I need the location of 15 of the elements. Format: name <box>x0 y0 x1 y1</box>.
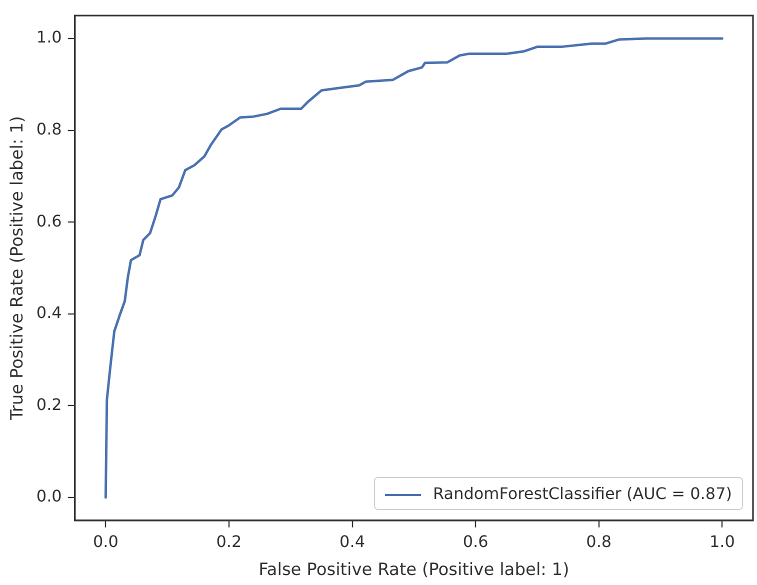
y-tick-label: 0.0 <box>36 486 62 506</box>
y-tick-label: 1.0 <box>36 28 62 47</box>
y-tick-label: 0.4 <box>36 303 62 322</box>
x-tick-label: 0.8 <box>586 532 612 552</box>
y-tick-label: 0.8 <box>36 119 62 138</box>
x-tick-label: 0.2 <box>216 532 242 552</box>
x-tick-label: 1.0 <box>709 532 735 552</box>
y-axis-title: True Positive Rate (Positive label: 1) <box>8 116 28 422</box>
y-tick-label: 0.6 <box>36 211 62 230</box>
x-tick-label: 0.4 <box>340 532 365 552</box>
x-axis-title: False Positive Rate (Positive label: 1) <box>258 560 570 580</box>
legend-label: RandomForestClassifier (AUC = 0.87) <box>433 484 732 504</box>
y-tick-label: 0.2 <box>36 394 62 414</box>
x-tick-label: 0.6 <box>462 532 488 552</box>
x-tick-label: 0.0 <box>92 532 118 552</box>
